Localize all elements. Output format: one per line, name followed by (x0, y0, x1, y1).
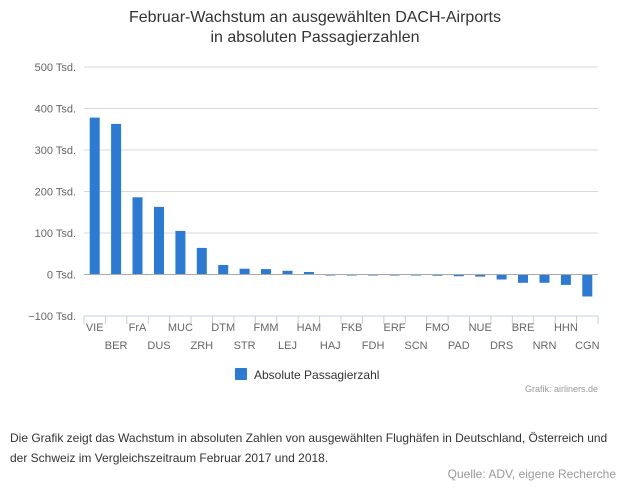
x-tick-label: NUE (469, 322, 492, 334)
x-tick-label: MUC (168, 322, 193, 334)
x-tick-label: SCN (404, 340, 427, 352)
bar-NRN[interactable] (539, 274, 550, 283)
y-tick-label: 400 Tsd. (35, 104, 76, 116)
bar-NUE[interactable] (475, 274, 486, 277)
x-tick-label: ERF (384, 322, 406, 334)
x-tick-label: DTM (211, 322, 235, 334)
bar-BRE[interactable] (518, 274, 528, 283)
bar-DUS[interactable] (154, 206, 164, 275)
bar-DRS[interactable] (496, 274, 507, 280)
x-tick-label: HAJ (320, 340, 341, 352)
bar-PAD[interactable] (453, 274, 464, 277)
chart-container: Februar-Wachstum an ausgewählten DACH-Ai… (28, 9, 600, 394)
x-tick-label: BER (105, 340, 128, 352)
y-tick-label: 500 Tsd. (35, 62, 76, 74)
y-axis-ticks: −100 Tsd. 0 Tsd. 100 Tsd. 200 Tsd. 300 Tsd. 4… (28, 62, 76, 323)
x-tick-label: HHN (554, 322, 578, 334)
x-tick-label: HAM (297, 322, 321, 334)
bar-FMO[interactable] (432, 274, 443, 276)
bar-LEJ[interactable] (282, 270, 293, 275)
x-tick-label: CGN (575, 340, 600, 352)
bar-DTM[interactable] (218, 265, 229, 275)
bar-BER[interactable] (111, 123, 122, 275)
x-tick-label: LEJ (278, 340, 297, 352)
bar-STR[interactable] (239, 268, 250, 275)
x-tick-label: NRN (533, 340, 557, 352)
y-tick-label: 100 Tsd. (35, 228, 76, 240)
x-tick-label: DUS (147, 340, 170, 352)
x-axis (83, 274, 599, 324)
chart-title-line-2: in absoluten Passagierzahlen (210, 29, 419, 46)
x-tick-label: FrA (129, 322, 147, 334)
bars (89, 117, 593, 297)
legend-swatch (235, 368, 247, 380)
y-tick-label: 0 Tsd. (47, 270, 76, 282)
y-tick-label: −100 Tsd. (28, 311, 76, 323)
bar-CGN[interactable] (582, 274, 593, 297)
bar-HHN[interactable] (560, 274, 571, 285)
source-note: Quelle: ADV, eigene Recherche (447, 467, 616, 481)
chart-title-line-1: Februar-Wachstum an ausgewählten DACH-Ai… (129, 9, 501, 26)
legend[interactable]: Absolute Passagierzahl (235, 368, 379, 382)
x-tick-label: STR (234, 340, 256, 352)
bar-MUC[interactable] (175, 230, 186, 275)
x-tick-label: FDH (362, 340, 385, 352)
x-tick-label: ZRH (190, 340, 213, 352)
bar-FMM[interactable] (261, 269, 271, 275)
y-tick-label: 300 Tsd. (35, 145, 76, 157)
x-tick-label: FKB (341, 322, 362, 334)
x-tick-label: FMO (425, 322, 450, 334)
y-tick-label: 200 Tsd. (35, 187, 76, 199)
x-tick-label: PAD (448, 340, 470, 352)
legend-label: Absolute Passagierzahl (254, 368, 379, 382)
chart-title: Februar-Wachstum an ausgewählten DACH-Ai… (129, 9, 501, 46)
x-tick-label: DRS (490, 340, 513, 352)
x-tick-label: FMM (253, 322, 278, 334)
bar-ZRH[interactable] (196, 247, 207, 275)
bar-chart: Februar-Wachstum an ausgewählten DACH-Ai… (28, 9, 600, 394)
bar-HAM[interactable] (303, 272, 314, 275)
x-tick-label: VIE (86, 322, 104, 334)
chart-credit[interactable]: Grafik: airliners.de (525, 384, 598, 394)
bar-VIE[interactable] (89, 117, 100, 275)
chart-caption: Die Grafik zeigt das Wachstum in absolut… (10, 431, 608, 465)
x-axis-ticks: VIEBERFrADUSMUCZRHDTMSTRFMMLEJHAMHAJFKBF… (86, 322, 600, 352)
x-tick-label: BRE (512, 322, 535, 334)
bar-FrA[interactable] (132, 197, 143, 275)
